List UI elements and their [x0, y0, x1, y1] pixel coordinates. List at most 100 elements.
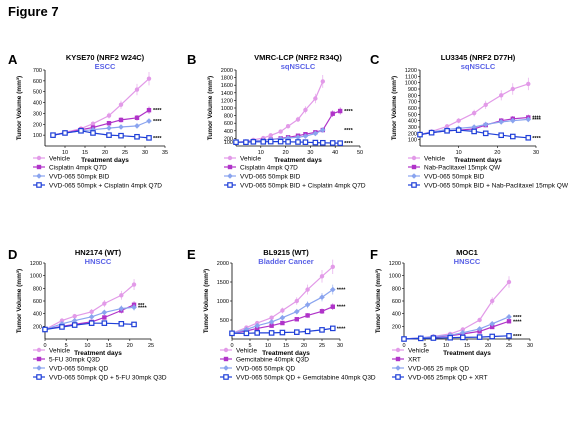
x-tick-label: 0 [402, 343, 405, 349]
data-point [312, 130, 319, 137]
data-point [330, 325, 336, 332]
data-point [118, 321, 125, 327]
series-line-1 [403, 281, 510, 340]
legend-label: Vehicle [49, 155, 70, 162]
legend-label: VVD-065 50mpk QD + 5-FU 30mpk Q3D [49, 374, 167, 381]
y-tick-label: 200 [33, 324, 42, 330]
x-axis-label: Treatment days [454, 157, 502, 164]
significance-label: **** [513, 315, 522, 321]
x-tick-label: 50 [357, 150, 363, 156]
x-tick-label: 5 [248, 343, 251, 349]
x-tick-label: 25 [148, 343, 154, 349]
data-point [89, 309, 94, 314]
data-point [499, 93, 504, 98]
legend-marker [227, 173, 233, 179]
legend-marker [36, 173, 42, 179]
x-tick-label: 10 [265, 343, 271, 349]
data-point [305, 287, 310, 292]
data-point [304, 302, 311, 308]
data-point [71, 317, 78, 324]
significance-label: **** [337, 288, 346, 294]
x-tick-label: 10 [443, 343, 449, 349]
legend-marker [36, 374, 42, 380]
x-tick-label: 10 [456, 150, 462, 156]
data-point [118, 117, 124, 123]
data-point [471, 128, 477, 135]
y-tick-label: 700 [33, 68, 42, 74]
data-point [106, 125, 112, 131]
data-point [59, 321, 65, 327]
data-point [101, 320, 108, 326]
data-point [506, 319, 512, 324]
y-axis-label: Tumor Volume (mm³) [391, 76, 398, 140]
data-point [88, 320, 95, 326]
data-point [489, 321, 495, 327]
figure-title: Figure 7 [8, 4, 59, 19]
legend-label: VVD-065 50mpk BID [240, 173, 301, 180]
legend-marker [411, 173, 417, 179]
y-tick-label: 500 [408, 112, 417, 118]
y-tick-label: 100 [408, 138, 417, 144]
x-tick-label: 5 [65, 343, 68, 349]
data-point [146, 118, 152, 124]
y-tick-label: 1200 [221, 98, 233, 104]
data-point [119, 293, 124, 298]
data-point [506, 314, 512, 320]
data-point [294, 329, 300, 335]
data-point [447, 334, 454, 341]
y-tick-label: 1000 [217, 299, 229, 305]
y-tick-label: 1200 [30, 261, 42, 267]
data-point [269, 315, 274, 320]
panel-subtitle: HNSCC [454, 257, 481, 266]
data-point [444, 128, 450, 134]
significance-label: **** [532, 116, 541, 122]
y-tick-label: 800 [224, 114, 233, 120]
panel-letter: C [370, 52, 380, 67]
legend-label: VVD-065 50mpk BID + Cisplatin 4mpk Q7D [240, 182, 366, 189]
data-point [268, 319, 275, 325]
data-point [279, 329, 286, 336]
y-tick-label: 1000 [405, 81, 417, 87]
data-point [482, 121, 489, 128]
legend-label: Cisplatin 4mpk Q7D [49, 164, 107, 171]
legend-marker [395, 356, 401, 362]
y-tick-label: 600 [224, 121, 233, 127]
data-point [134, 123, 140, 129]
data-point [72, 314, 77, 319]
y-tick-label: 1000 [30, 274, 42, 280]
legend-marker [227, 155, 233, 161]
data-point [59, 318, 65, 323]
y-tick-label: 100 [33, 133, 42, 139]
panel-title: BL9215 (WT) [263, 248, 309, 257]
data-point [118, 132, 124, 139]
data-point [302, 133, 309, 139]
data-point [71, 322, 78, 328]
data-point [90, 121, 96, 126]
data-point [329, 140, 336, 146]
x-axis-label: Treatment days [262, 350, 310, 357]
data-point [490, 324, 495, 330]
data-point [118, 102, 124, 107]
legend-marker [223, 347, 229, 353]
data-point [254, 330, 261, 336]
data-point [510, 133, 516, 140]
y-tick-label: 500 [33, 90, 42, 96]
significance-label: **** [532, 136, 541, 142]
data-point [134, 133, 140, 140]
legend-label: VVD-065 50mpk BID [424, 173, 485, 180]
legend-marker [227, 164, 233, 170]
data-point [131, 321, 137, 328]
y-tick-label: 600 [392, 299, 401, 305]
panel-letter: D [8, 247, 17, 262]
data-point [59, 324, 65, 330]
data-point [319, 327, 325, 333]
data-point [118, 305, 125, 312]
y-tick-label: 600 [33, 79, 42, 85]
data-point [330, 304, 335, 309]
y-tick-label: 700 [408, 100, 417, 106]
data-point [229, 330, 235, 337]
data-point [476, 326, 483, 332]
data-point [320, 127, 326, 133]
data-point [483, 102, 488, 108]
